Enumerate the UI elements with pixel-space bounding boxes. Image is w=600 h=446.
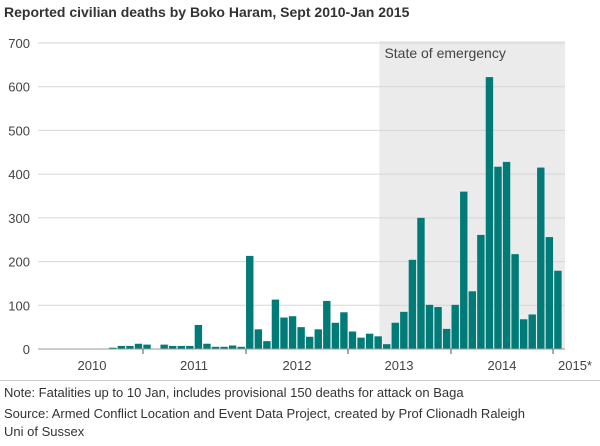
annotation-label: State of emergency: [384, 45, 505, 61]
bar-2014-06: [494, 166, 502, 349]
bar-2013-01: [348, 331, 357, 349]
bar-2011-04: [169, 345, 177, 349]
bar-chart: State of emergency 0 100 200 300 400 500 600 700…: [8, 36, 592, 373]
x-tick-label: 2014: [488, 358, 517, 373]
bar-2014-12: [545, 237, 554, 349]
bar-2015-01: [554, 270, 562, 349]
bar-2011-10: [220, 346, 228, 349]
bar-2011-07: [194, 324, 203, 349]
bar-2013-05: [383, 344, 391, 349]
bar-2012-07: [297, 327, 305, 349]
bar-2010-12: [134, 343, 143, 349]
bar-2013-08: [408, 259, 417, 349]
bar-2012-02: [254, 329, 263, 349]
y-tick-label: 600: [8, 80, 30, 95]
x-tick-label: 2010: [78, 358, 107, 373]
bar-2013-06: [391, 322, 399, 349]
chart-source-cont: Uni of Sussex: [4, 424, 85, 439]
y-tick-label: 200: [8, 255, 30, 270]
bar-2011-12: [237, 346, 245, 349]
y-tick-label: 700: [8, 36, 30, 51]
bar-2011-08: [203, 343, 211, 349]
bar-2012-04: [271, 299, 280, 349]
bar-2014-10: [528, 314, 536, 349]
bar-2014-02: [460, 191, 468, 349]
y-tick-label: 500: [8, 123, 30, 138]
x-tick-label: 2012: [283, 358, 312, 373]
bar-2012-05: [280, 317, 288, 349]
x-tick-label: 2013: [385, 358, 414, 373]
y-tick-label: 0: [23, 342, 30, 357]
bar-2014-03: [468, 291, 477, 349]
bar-2014-08: [511, 254, 519, 349]
bar-2012-11: [331, 322, 340, 349]
bar-2013-09: [417, 217, 425, 349]
bar-2012-09: [314, 329, 322, 349]
bar-2014-01: [451, 304, 459, 349]
bar-2012-01: [246, 255, 254, 349]
bar-2013-07: [400, 311, 408, 349]
bar-2013-02: [357, 337, 365, 349]
x-tick-label: 2011: [180, 358, 208, 373]
bar-2012-06: [288, 316, 297, 349]
bar-2011-06: [186, 345, 194, 349]
bar-2012-12: [340, 312, 348, 349]
bar-2012-03: [263, 341, 271, 349]
bar-2014-11: [537, 167, 545, 349]
divider: [0, 380, 600, 381]
y-tick-label: 300: [8, 211, 30, 226]
bar-2011-11: [228, 345, 237, 349]
bar-2010-10: [117, 345, 126, 349]
bar-2011-03: [160, 344, 168, 349]
bar-2013-11: [434, 307, 442, 349]
bar-2012-08: [305, 336, 314, 349]
bar-2013-10: [425, 304, 434, 349]
bar-2011-05: [177, 345, 185, 349]
bar-2014-04: [477, 234, 485, 349]
bar-2014-09: [519, 319, 528, 349]
chart-title: Reported civilian deaths by Boko Haram, …: [4, 4, 410, 20]
bar-2011-01: [143, 344, 151, 349]
bar-2012-10: [323, 300, 331, 349]
y-tick-label: 400: [8, 167, 30, 182]
bar-2013-12: [442, 328, 451, 349]
bar-2014-05: [485, 77, 494, 350]
bar-2014-07: [502, 161, 511, 349]
bar-2011-09: [211, 346, 220, 349]
chart-source: Source: Armed Conflict Location and Even…: [4, 406, 526, 421]
x-tick-label: 2015*: [558, 358, 592, 373]
chart-note: Note: Fatalities up to 10 Jan, includes …: [4, 385, 464, 400]
bar-2010-09: [109, 347, 117, 349]
bar-2013-04: [374, 336, 382, 349]
bar-2013-03: [365, 333, 374, 349]
y-tick-label: 100: [8, 298, 30, 313]
bar-2010-11: [126, 345, 134, 349]
